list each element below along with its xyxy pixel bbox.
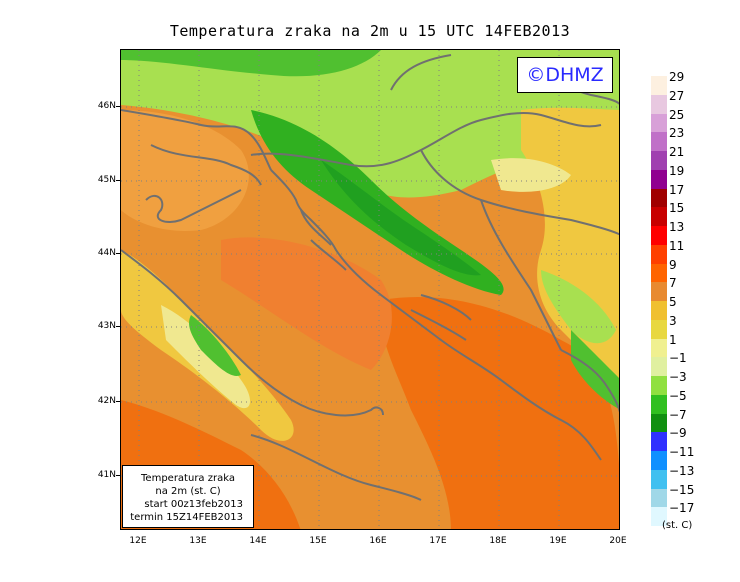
- legend-swatch: [651, 376, 667, 395]
- lat-tick: [116, 401, 120, 402]
- legend-swatch: [651, 319, 667, 339]
- field-green-se: [571, 330, 619, 409]
- field-pale-italy: [161, 305, 251, 409]
- legend-swatch: [651, 488, 667, 508]
- legend-label: 7: [669, 276, 677, 291]
- legend-swatch: [651, 207, 667, 226]
- legend-swatch: [651, 76, 667, 95]
- legend-label: 19: [669, 163, 685, 178]
- legend-swatch: [651, 413, 667, 433]
- legend-swatch: [651, 169, 667, 189]
- legend-swatch: [651, 282, 667, 301]
- lat-tick: [116, 475, 120, 476]
- info-line-2: na 2m (st. C): [155, 486, 221, 497]
- legend-label: −15: [669, 482, 695, 497]
- legend-swatch: [651, 151, 667, 170]
- info-line-4: termin 15Z14FEB2013: [130, 512, 243, 523]
- field-light-orange-nw: [121, 110, 249, 231]
- legend-swatch: [651, 338, 667, 358]
- lat-tick: [116, 326, 120, 327]
- legend-label: 5: [669, 295, 677, 309]
- legend-label: 1: [669, 332, 677, 347]
- field-green-east: [541, 270, 616, 344]
- legend-swatch: [651, 357, 667, 376]
- legend-label: 29: [669, 70, 685, 84]
- legend-label: 25: [669, 107, 685, 122]
- legend-label: 23: [669, 126, 685, 141]
- lat-label-42: 42N: [97, 396, 116, 406]
- info-line-3: start 00z13feb2013: [144, 499, 243, 510]
- legend-label: 11: [669, 238, 685, 253]
- legend-unit: (st. C): [662, 520, 693, 531]
- legend-swatch: [651, 263, 667, 283]
- info-line-1: Temperatura zraka: [141, 473, 235, 484]
- legend-label: −11: [669, 445, 695, 459]
- legend-label: 17: [669, 182, 685, 197]
- legend-label: 3: [669, 313, 677, 328]
- lat-tick: [116, 180, 120, 181]
- lat-tick: [116, 253, 120, 254]
- field-green-italy: [189, 315, 241, 376]
- lat-label-44: 44N: [97, 248, 116, 258]
- field-green-ne: [121, 50, 381, 77]
- field-warm-center: [221, 237, 392, 370]
- legend-swatch: [651, 451, 667, 470]
- lat-label-45: 45N: [97, 175, 116, 185]
- legend-swatch: [651, 94, 667, 114]
- legend-label: 27: [669, 88, 685, 103]
- legend-label: −5: [669, 388, 687, 403]
- map-canvas: [121, 50, 619, 529]
- legend-label: 15: [669, 201, 685, 216]
- lon-label-16: 16E: [369, 536, 387, 546]
- legend-label: 21: [669, 145, 685, 159]
- lon-label-14: 14E: [249, 536, 267, 546]
- legend-label: −17: [669, 501, 695, 516]
- legend-label: −9: [669, 426, 687, 441]
- legend-label: −7: [669, 407, 687, 422]
- legend-swatch: [651, 301, 667, 320]
- lon-label-12: 12E: [129, 536, 147, 546]
- legend-swatch: [651, 244, 667, 264]
- map-title: Temperatura zraka na 2m u 15 UTC 14FEB20…: [169, 22, 571, 40]
- lon-label-13: 13E: [189, 536, 207, 546]
- field-dark-green-band: [321, 160, 481, 276]
- lat-label-41: 41N: [97, 470, 116, 480]
- graticule: [121, 50, 619, 529]
- legend-label: −1: [669, 351, 687, 366]
- lon-label-18: 18E: [489, 536, 507, 546]
- legend-label: −3: [669, 370, 687, 384]
- legend-swatch: [651, 507, 667, 526]
- temperature-map: [120, 49, 620, 530]
- legend-swatch: [651, 394, 667, 414]
- lon-label-20: 20E: [609, 536, 627, 546]
- lon-label-19: 19E: [549, 536, 567, 546]
- legend-swatch: [651, 226, 667, 245]
- legend-swatch: [651, 188, 667, 208]
- legend-swatch: [651, 432, 667, 451]
- legend-swatch: [651, 113, 667, 133]
- lon-label-17: 17E: [429, 536, 447, 546]
- lon-label-15: 15E: [309, 536, 327, 546]
- dhmz-credit: ©DHMZ: [517, 57, 613, 93]
- lat-label-43: 43N: [97, 321, 116, 331]
- legend-label: 13: [669, 220, 685, 234]
- lat-label-46: 46N: [97, 101, 116, 111]
- legend-label: 9: [669, 257, 677, 272]
- field-pale-east: [491, 158, 571, 192]
- info-box: Temperatura zraka na 2m (st. C) start 00…: [122, 465, 254, 528]
- legend-swatch: [651, 469, 667, 489]
- lat-tick: [116, 106, 120, 107]
- legend-label: −13: [669, 463, 695, 478]
- legend-swatch: [651, 132, 667, 151]
